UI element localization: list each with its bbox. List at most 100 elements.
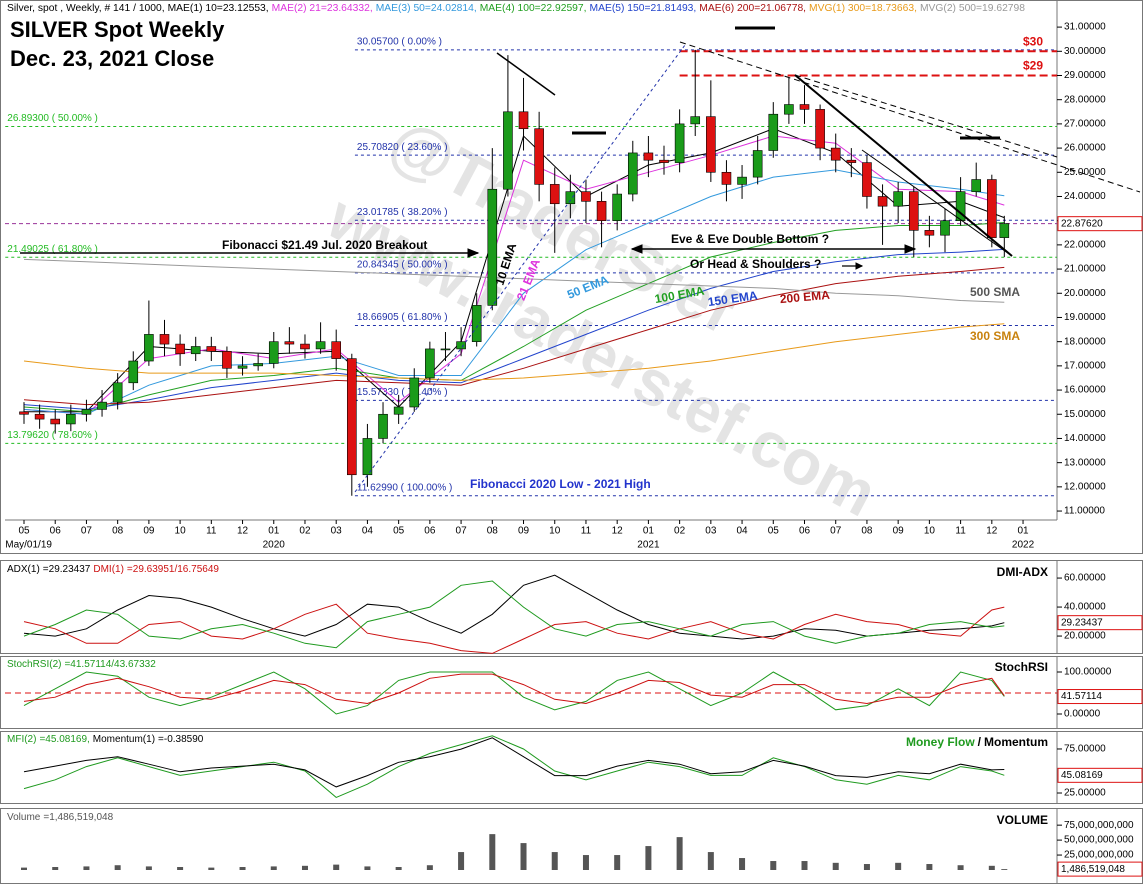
volume-bar — [177, 867, 184, 870]
candle-body — [503, 111, 513, 190]
x-tick-label: 09 — [143, 526, 155, 537]
candle-body — [893, 191, 903, 207]
y-tick-label: 20.00000 — [1064, 288, 1106, 299]
price-level-label: $29 — [1023, 59, 1043, 73]
annotation: Fibonacci 2020 Low - 2021 High — [470, 477, 651, 491]
x-tick-label: 06 — [50, 526, 62, 537]
price-level-label: $30 — [1023, 34, 1043, 48]
y-tick-label: 29.00000 — [1064, 70, 1106, 81]
header-item: =-0.38590 — [158, 734, 204, 745]
header-item: Volume — [7, 812, 41, 823]
candle-body — [999, 223, 1010, 238]
candle-body — [534, 128, 544, 185]
y-tick-label: 40.00000 — [1064, 602, 1106, 613]
y-tick-label: 15.00000 — [1064, 409, 1106, 420]
volume-bar — [551, 852, 558, 870]
volume-bar — [676, 837, 683, 870]
candle-body — [331, 341, 342, 359]
header-item: DMI(1) — [93, 564, 124, 575]
x-tick-label: 12 — [986, 526, 998, 537]
volume-bar — [83, 866, 90, 870]
volume-bar — [239, 867, 246, 870]
volume-bar — [1001, 869, 1008, 870]
x-tick-label: 05 — [768, 526, 780, 537]
candle-body — [471, 305, 482, 342]
moving-average — [23, 323, 1005, 381]
header-item: MAE(6) 200=21.06778, — [699, 3, 806, 14]
x-tick-label: 09 — [893, 526, 905, 537]
candle-body — [206, 346, 217, 352]
x-tick-label: 03 — [331, 526, 343, 537]
arrow-head — [855, 262, 864, 270]
volume-bar — [52, 867, 59, 870]
volume-bar — [458, 852, 465, 870]
volume-bar — [926, 864, 933, 870]
moving-average — [23, 222, 1005, 413]
moving-average — [23, 135, 1005, 415]
y-tick-label: 28.00000 — [1064, 94, 1106, 105]
moving-average — [23, 248, 1005, 410]
volume-bar — [333, 864, 340, 870]
volume-bar — [364, 866, 371, 870]
volume-bar — [270, 866, 277, 870]
x-tick-label: 08 — [112, 526, 124, 537]
candle-body — [549, 184, 560, 205]
volume-bar — [301, 865, 308, 870]
candle-body — [50, 418, 61, 425]
last-value-label: 22.87620 — [1061, 218, 1103, 229]
trend-line — [496, 52, 556, 96]
arrow-head — [630, 244, 917, 254]
candle-body — [908, 191, 919, 231]
candle-body — [300, 343, 310, 350]
panel-header: StochRSI(2) =41.57114/43.67332 — [7, 659, 156, 670]
fib-label: 26.89300 ( 50.00% ) — [7, 113, 98, 124]
header-item: =1,486,519,048 — [43, 812, 113, 823]
x-tick-label: 02 — [674, 526, 686, 537]
candle-body — [409, 377, 420, 408]
candle-body — [581, 191, 591, 202]
year-label: 2020 — [263, 540, 286, 551]
x-tick-label: 11 — [206, 526, 217, 537]
year-label: 2022 — [1012, 540, 1035, 551]
trend-line — [794, 74, 1013, 257]
volume-bar — [520, 843, 527, 870]
candle-body — [955, 191, 966, 221]
header-item: MVG(1) 300=18.73663, — [809, 3, 917, 14]
volume-bar — [739, 858, 746, 870]
year-label: May/01/19 — [5, 540, 52, 551]
panel-header: MFI(2) =45.08169, Momentum(1) =-0.38590 — [7, 734, 204, 745]
y-tick-label: 75,000,000,000 — [1064, 820, 1134, 831]
candle-body — [612, 193, 622, 221]
volume-bar — [863, 864, 870, 870]
candle-body — [690, 116, 701, 125]
candle-body — [565, 191, 576, 205]
header-item: Silver, spot , Weekly, # 141 / 1000, — [7, 3, 165, 14]
candle-body — [159, 334, 170, 345]
y-tick-label: 25,000,000,000 — [1064, 850, 1134, 861]
ma-label: 300 SMA — [970, 329, 1020, 343]
fib-diagonal — [354, 44, 686, 493]
y-tick-label: 0.00000 — [1064, 709, 1101, 720]
indicator-line — [23, 580, 1005, 649]
panel-header: Silver, spot , Weekly, # 141 / 1000, MAE(… — [7, 3, 1025, 14]
candle-body — [190, 346, 201, 355]
fib-label: 30.05700 ( 0.00% ) — [357, 37, 442, 48]
indicator-line — [23, 737, 1005, 788]
candle-body — [987, 179, 997, 238]
volume-bar — [770, 861, 777, 870]
panel-title-part: / — [978, 735, 982, 749]
candle-body — [284, 341, 295, 345]
ma-label: 500 SMA — [970, 285, 1020, 299]
fib-label: 23.01785 ( 38.20% ) — [357, 207, 448, 218]
candle-body — [112, 382, 123, 403]
candle-body — [268, 341, 279, 364]
header-item: =41.57114/43.67332 — [64, 659, 156, 670]
annotation: Fibonacci $21.49 Jul. 2020 Breakout — [222, 238, 427, 252]
x-tick-label: 06 — [424, 526, 436, 537]
candle-body — [924, 230, 935, 236]
header-item: MAE(4) 100=22.92597, — [480, 3, 587, 14]
panel-title: Money Flow / Momentum — [906, 735, 1048, 749]
x-tick-label: 05 — [18, 526, 30, 537]
volume-bar — [614, 855, 621, 870]
